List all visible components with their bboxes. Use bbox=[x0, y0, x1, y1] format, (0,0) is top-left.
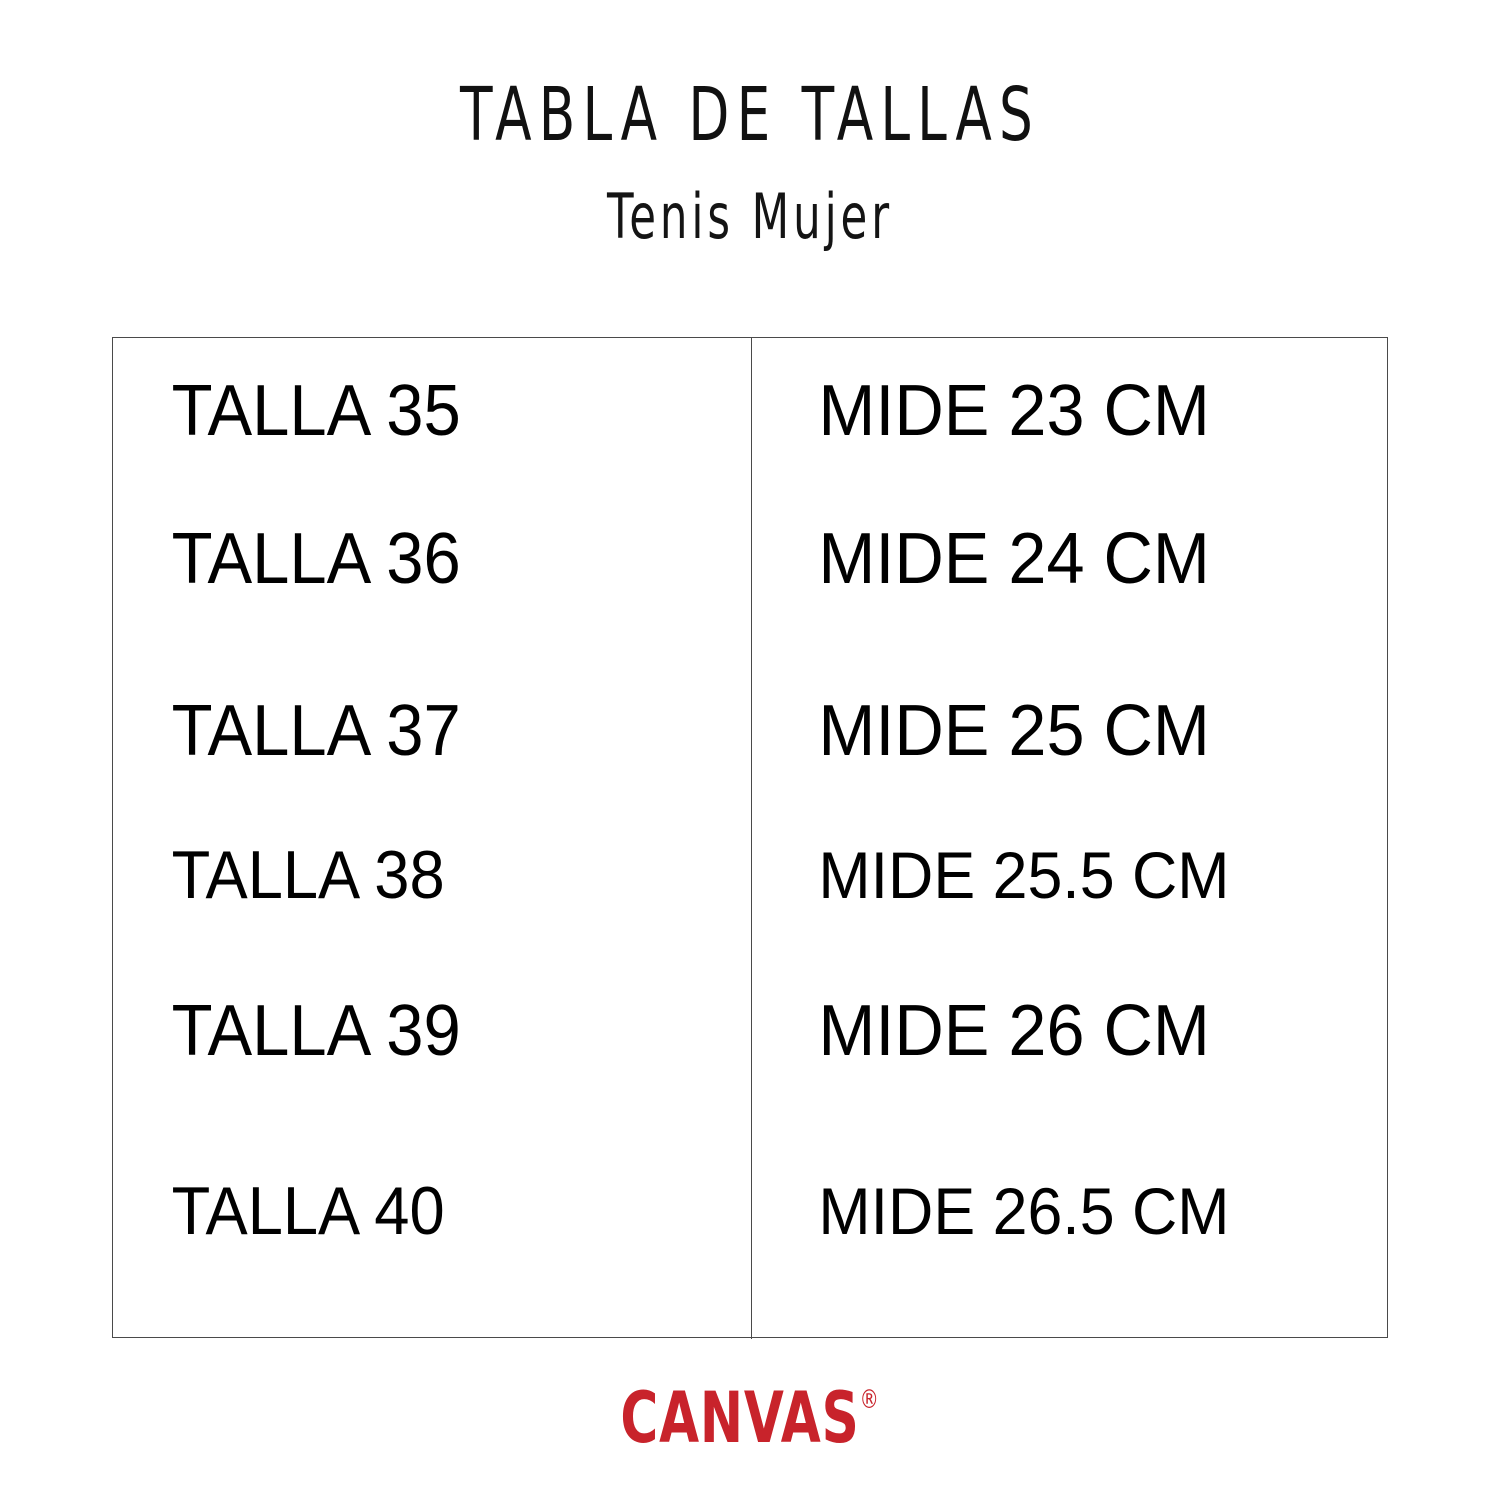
measure-label: MIDE 23 CM bbox=[818, 371, 1210, 451]
table-row: TALLA 37 MIDE 25 CM bbox=[113, 658, 1387, 804]
table-row: TALLA 40 MIDE 26.5 CM bbox=[113, 1138, 1387, 1284]
table-row: TALLA 35 MIDE 23 CM bbox=[113, 338, 1387, 484]
measure-label: MIDE 25 CM bbox=[818, 691, 1210, 771]
size-label: TALLA 40 bbox=[171, 1173, 445, 1249]
page-subtitle: Tenis Mujer bbox=[606, 180, 894, 253]
size-label: TALLA 36 bbox=[171, 519, 461, 599]
size-label: TALLA 37 bbox=[171, 691, 461, 771]
measure-label: MIDE 24 CM bbox=[818, 519, 1210, 599]
brand-logo: CANVAS® bbox=[621, 1383, 879, 1453]
size-table-body: TALLA 35 MIDE 23 CM TALLA 36 MIDE 24 CM … bbox=[113, 338, 1387, 1337]
table-row: TALLA 36 MIDE 24 CM bbox=[113, 486, 1387, 632]
page-title: TABLA DE TALLAS bbox=[459, 72, 1041, 158]
size-table: TALLA 35 MIDE 23 CM TALLA 36 MIDE 24 CM … bbox=[112, 337, 1388, 1339]
table-row: TALLA 38 MIDE 25.5 CM bbox=[113, 802, 1387, 948]
size-label: TALLA 39 bbox=[171, 991, 461, 1071]
measure-label: MIDE 25.5 CM bbox=[818, 838, 1230, 912]
size-label: TALLA 35 bbox=[171, 371, 461, 451]
table-row: TALLA 39 MIDE 26 CM bbox=[113, 958, 1387, 1104]
chart-footer: CANVAS® bbox=[0, 1383, 1500, 1453]
measure-label: MIDE 26 CM bbox=[818, 991, 1210, 1071]
column-divider bbox=[751, 338, 752, 1339]
brand-name: CANVAS bbox=[620, 1377, 861, 1459]
chart-header: TABLA DE TALLAS Tenis Mujer bbox=[0, 78, 1500, 248]
registered-trademark-icon: ® bbox=[860, 1385, 880, 1415]
size-label: TALLA 38 bbox=[171, 837, 445, 913]
measure-label: MIDE 26.5 CM bbox=[818, 1174, 1230, 1248]
